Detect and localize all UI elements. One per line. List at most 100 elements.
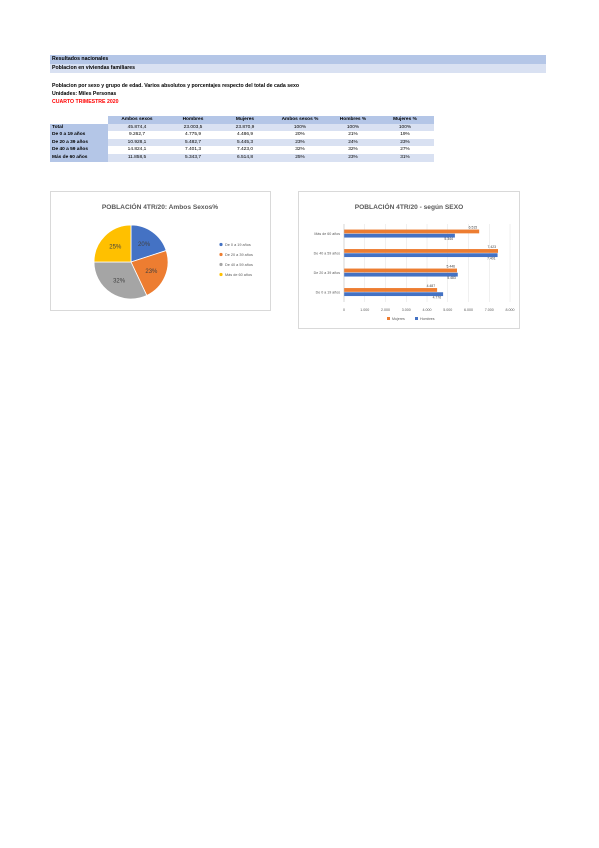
table-cell: 23% — [330, 153, 376, 162]
bar-chart: POBLACIÓN 4TR/20 - según SEXO 0 1.000 2.00… — [314, 202, 515, 321]
table-cell: 23.003,5 — [166, 123, 220, 132]
bar-value-label: 5.483 — [447, 276, 456, 280]
bar-value-label: 4.776 — [433, 296, 442, 300]
table-cell: 11.858,5 — [108, 153, 166, 162]
table-header-cell: Ambos sexos — [108, 116, 166, 124]
table-cell: 25% — [270, 153, 330, 162]
bar — [344, 268, 458, 273]
table-cell: 19% — [400, 132, 410, 138]
table-header-cell: Mujeres — [220, 116, 270, 124]
table-cell: 27% — [400, 147, 410, 153]
period-label: CUARTO TRIMESTRE 2020 — [52, 99, 119, 105]
table-cell: 5.343,7 — [166, 153, 220, 162]
x-tick-label: 8.000 — [506, 308, 515, 312]
bar — [344, 292, 444, 297]
section-title: Resultados nacionales — [50, 55, 546, 64]
legend-label: De 40 a 59 años — [225, 263, 253, 267]
x-tick-label: 1.000 — [360, 308, 369, 312]
table-cell: 10.928,1 — [108, 138, 166, 147]
legend-marker — [415, 317, 418, 320]
table-row: Más de 60 años 11.858,5 5.343,7 6.514,8 25% 2… — [50, 153, 434, 162]
row-label: De 20 a 39 años — [50, 138, 108, 147]
table-cell: 24% — [330, 138, 376, 147]
x-tick-label: 7.000 — [485, 308, 494, 312]
pie-slice — [93, 261, 148, 300]
table-cell: 14.824,1 — [127, 147, 147, 153]
pie-chart: POBLACIÓN 4TR/20: Ambos Sexos% 20% 23% 32%… — [93, 202, 253, 300]
y-category-label: De 40 a 59 años — [314, 252, 341, 256]
table-header-cell: Hombres % — [330, 116, 376, 124]
x-tick-label: 5.000 — [443, 308, 452, 312]
pie-slice — [93, 224, 132, 263]
bar — [344, 272, 458, 277]
table-cell: 100% — [376, 123, 434, 132]
pie-slice — [130, 250, 169, 297]
table-header-row: Ambos sexos Hombres Mujeres Ambos sexos … — [50, 116, 434, 124]
row-label: De 0 a 19 años — [50, 131, 108, 139]
bar-value-label: 6.515 — [469, 225, 478, 229]
row-label: De 40 a 59 años — [50, 146, 108, 154]
x-tick-label: 6.000 — [464, 308, 473, 312]
table-cell: 5.445,3 — [220, 138, 270, 147]
bar-chart-card: POBLACIÓN 4TR/20 - según SEXO 0 1.000 2.00… — [298, 191, 520, 329]
pie-slice — [130, 224, 167, 263]
units-label: Unidades: Miles Personas — [52, 91, 117, 97]
table-header-cell — [50, 116, 108, 124]
x-tick-label: 4.000 — [423, 308, 432, 312]
y-category-label: De 20 a 39 años — [314, 271, 341, 275]
table-cell: 20% — [295, 132, 305, 138]
table-cell: 23% — [270, 138, 330, 147]
table-row: De 20 a 39 años 10.928,1 5.482,7 5.445,3 23%… — [50, 138, 434, 147]
pie-slice-label: 32% — [113, 279, 126, 285]
legend-label: Hombres — [420, 317, 435, 321]
x-tick-label: 0 — [343, 308, 345, 312]
table-row: De 40 a 59 años 14.824,1 7.401,3 7.423,0 32%… — [50, 146, 434, 154]
pie-slice-label: 20% — [138, 242, 151, 248]
table-cell: 6.514,8 — [220, 153, 270, 162]
table-cell: 45.874,4 — [108, 123, 166, 132]
table-description: Poblacion por sexo y grupo de edad. Vari… — [52, 83, 300, 89]
table-cell: 100% — [270, 123, 330, 132]
legend-marker — [387, 317, 390, 320]
pie-chart-card: POBLACIÓN 4TR/20: Ambos Sexos% 20% 23% 32%… — [50, 191, 271, 311]
table-cell: 7.401,3 — [184, 147, 201, 153]
x-tick-label: 2.000 — [381, 308, 390, 312]
table-cell: 4.486,9 — [236, 132, 253, 138]
table-cell: 7.423,0 — [236, 147, 253, 153]
y-category-label: Más de 60 años — [314, 232, 340, 236]
legend-marker — [219, 272, 223, 277]
bar-value-label: 7.423 — [488, 245, 497, 249]
y-category-label: De 0 a 19 años — [316, 291, 341, 295]
table-cell: 9.262,7 — [128, 132, 145, 138]
row-label: Total — [50, 123, 108, 132]
table-header-cell: Mujeres % — [376, 116, 434, 124]
table-cell: 21% — [348, 132, 358, 138]
pie-slice-label: 23% — [145, 269, 158, 275]
table-header-cell: Hombres — [166, 116, 220, 124]
pie-slice-label: 25% — [109, 244, 122, 250]
legend-label: De 20 a 39 años — [225, 253, 253, 257]
table-cell: 5.482,7 — [166, 138, 220, 147]
legend-marker — [219, 262, 223, 267]
row-label: Más de 60 años — [50, 153, 108, 162]
bar — [344, 233, 455, 238]
bar-value-label: 7.401 — [487, 257, 496, 261]
table-row: De 0 a 19 años 9.262,7 4.775,9 4.486,9 20% 21… — [50, 131, 434, 139]
bar-value-label: 5.344 — [444, 237, 453, 241]
x-tick-label: 3.000 — [402, 308, 411, 312]
population-table: Ambos sexos Hombres Mujeres Ambos sexos … — [50, 116, 434, 162]
legend-marker — [219, 242, 223, 247]
bar-value-label: 5.446 — [447, 264, 456, 268]
table-cell: 23% — [376, 138, 434, 147]
bar — [344, 288, 438, 292]
table-cell: 32% — [295, 147, 305, 153]
legend-label: Mujeres — [392, 317, 405, 321]
legend-label: De 0 a 19 años — [225, 243, 251, 247]
bar — [344, 229, 480, 234]
legend-label: Más de 60 años — [225, 273, 252, 277]
bar — [344, 253, 498, 258]
bar-chart-title: POBLACIÓN 4TR/20 - según SEXO — [355, 202, 463, 211]
table-row: Total 45.874,4 23.003,5 23.870,9 100% 100% 100… — [50, 123, 434, 132]
table-header-cell: Ambos sexos % — [270, 116, 330, 124]
bar — [344, 249, 499, 253]
